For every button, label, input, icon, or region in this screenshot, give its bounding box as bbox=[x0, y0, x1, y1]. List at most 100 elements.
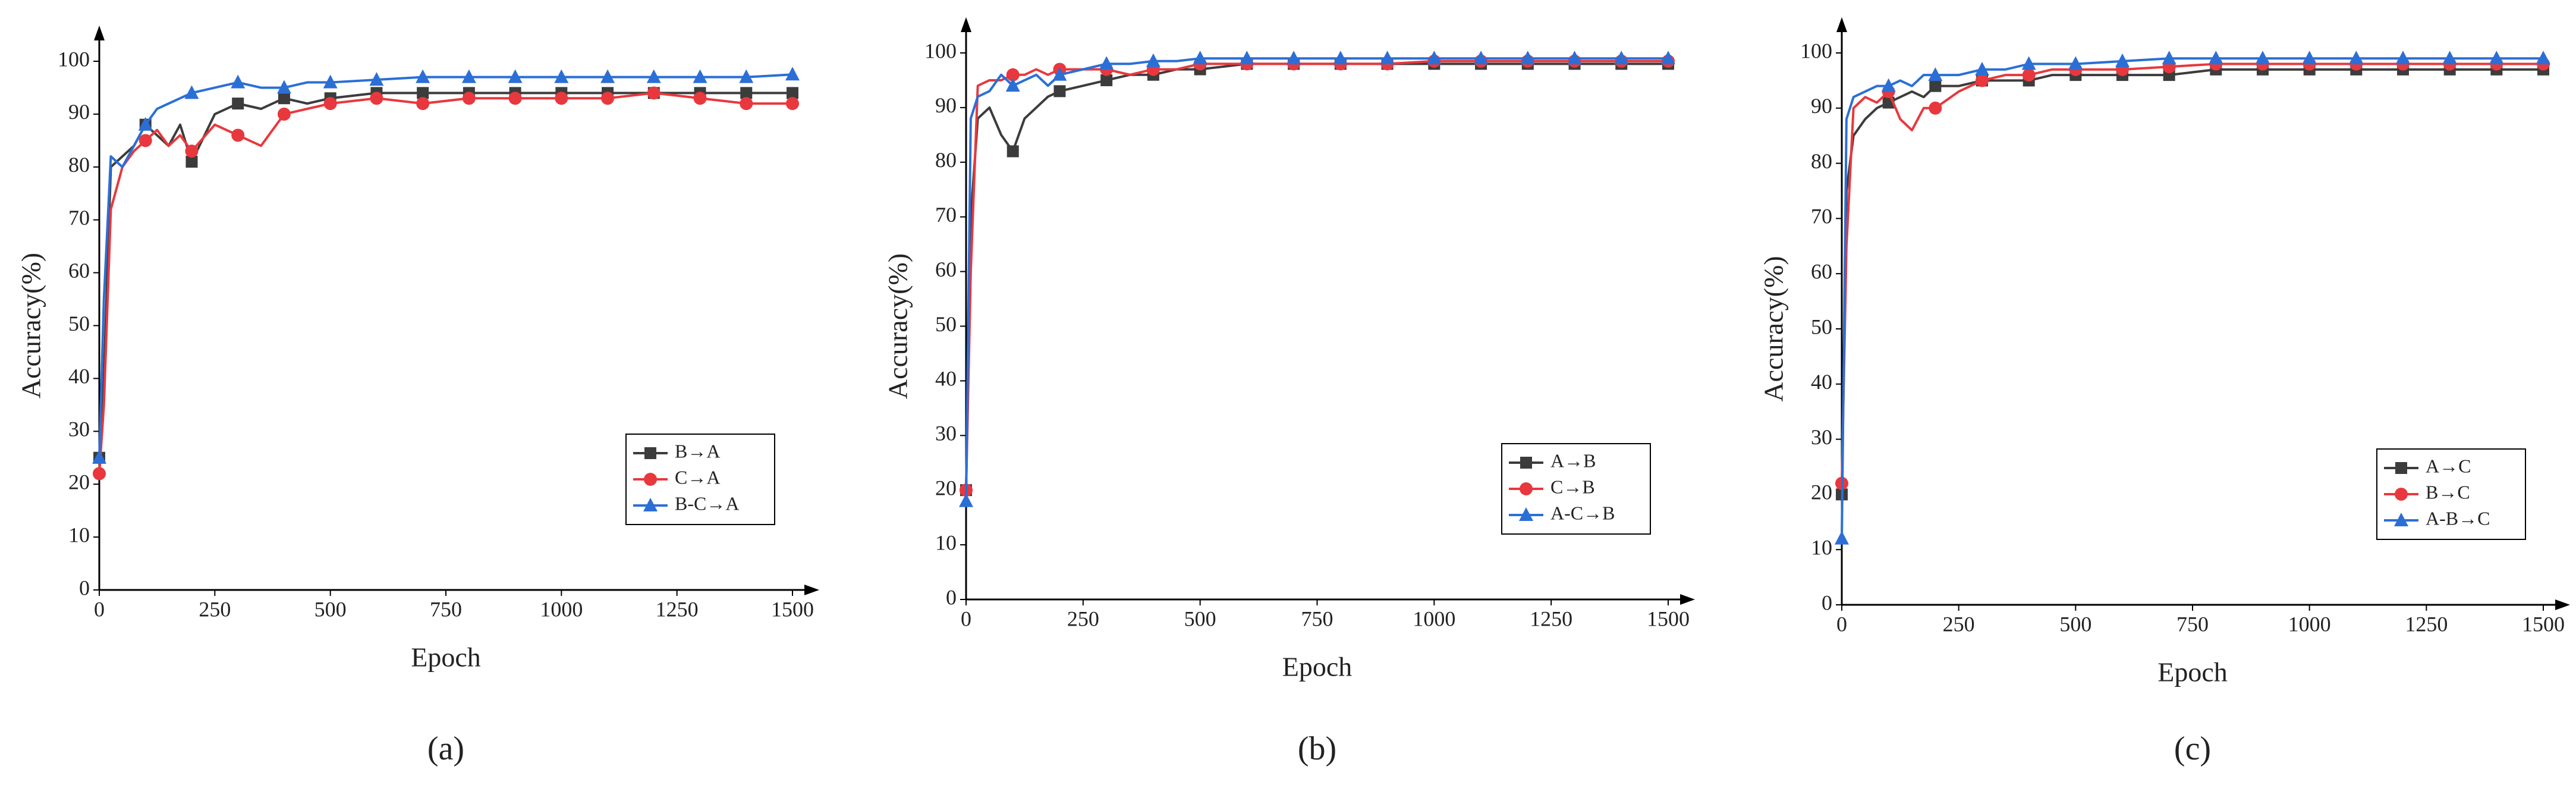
y-tick-label: 50 bbox=[1811, 315, 1832, 338]
y-tick-label: 100 bbox=[924, 39, 957, 62]
marker bbox=[93, 467, 106, 481]
x-axis-label: Epoch bbox=[1282, 652, 1353, 682]
legend-label: A→B bbox=[1550, 450, 1596, 471]
x-tick-label: 0 bbox=[1836, 612, 1847, 636]
marker bbox=[416, 69, 430, 83]
marker bbox=[1333, 51, 1348, 65]
y-tick-label: 0 bbox=[79, 576, 90, 599]
y-tick-label: 100 bbox=[1800, 39, 1832, 62]
y-tick-label: 90 bbox=[935, 93, 957, 117]
marker bbox=[1661, 51, 1675, 65]
x-tick-label: 1500 bbox=[2522, 612, 2565, 636]
x-axis-label: Epoch bbox=[2157, 657, 2228, 687]
marker bbox=[739, 69, 754, 83]
marker bbox=[417, 87, 429, 99]
legend-marker bbox=[1520, 482, 1533, 495]
x-tick-label: 1250 bbox=[1530, 607, 1572, 630]
legend-label: A-C→B bbox=[1550, 502, 1615, 523]
marker bbox=[1287, 51, 1301, 65]
legend-marker bbox=[644, 473, 657, 486]
y-axis-label: Accuracy(%) bbox=[883, 253, 913, 399]
marker bbox=[416, 97, 430, 111]
legend-marker bbox=[2395, 488, 2408, 501]
x-tick-label: 250 bbox=[1943, 612, 1975, 636]
marker bbox=[693, 92, 707, 105]
y-tick-label: 0 bbox=[946, 585, 957, 609]
marker bbox=[787, 87, 798, 99]
marker bbox=[2021, 56, 2036, 70]
marker bbox=[1052, 67, 1067, 81]
marker bbox=[2302, 51, 2317, 65]
y-axis-arrow bbox=[1836, 17, 1847, 32]
y-axis-label: Accuracy(%) bbox=[1759, 256, 1789, 401]
marker bbox=[370, 92, 383, 105]
y-tick-label: 20 bbox=[68, 470, 90, 494]
marker bbox=[184, 85, 199, 99]
marker bbox=[554, 69, 569, 83]
y-tick-label: 60 bbox=[935, 258, 957, 281]
y-tick-label: 0 bbox=[1822, 591, 1832, 614]
series-line bbox=[1841, 68, 2543, 495]
marker bbox=[1835, 530, 1849, 545]
marker bbox=[1380, 51, 1395, 65]
marker bbox=[462, 92, 476, 105]
y-tick-label: 70 bbox=[68, 206, 90, 230]
series-line bbox=[1841, 62, 2543, 483]
marker bbox=[1929, 101, 1942, 115]
marker bbox=[2209, 51, 2223, 65]
marker bbox=[2536, 51, 2550, 65]
legend-label: A→C bbox=[2426, 455, 2471, 476]
y-tick-label: 20 bbox=[1811, 481, 1832, 504]
y-tick-label: 70 bbox=[935, 203, 957, 227]
marker bbox=[1928, 67, 1943, 81]
marker bbox=[2349, 51, 2364, 65]
marker bbox=[139, 134, 152, 147]
marker bbox=[323, 97, 337, 111]
series-line bbox=[98, 92, 792, 458]
y-tick-label: 10 bbox=[1811, 535, 1832, 559]
marker bbox=[2162, 51, 2176, 65]
legend-marker bbox=[644, 447, 656, 459]
x-tick-label: 250 bbox=[1067, 607, 1099, 630]
y-tick-label: 50 bbox=[68, 312, 90, 335]
marker bbox=[1427, 51, 1442, 65]
marker bbox=[369, 72, 384, 86]
marker bbox=[92, 450, 106, 464]
y-tick-label: 30 bbox=[935, 422, 957, 445]
series-line bbox=[98, 73, 793, 458]
marker bbox=[2396, 51, 2410, 65]
legend-label: C→B bbox=[1550, 476, 1595, 497]
x-axis-arrow bbox=[804, 585, 819, 595]
y-tick-label: 10 bbox=[68, 523, 90, 547]
caption: (b) bbox=[1298, 730, 1336, 767]
x-tick-label: 1500 bbox=[1647, 607, 1690, 630]
x-tick-label: 1000 bbox=[1413, 607, 1455, 630]
series-line bbox=[98, 92, 792, 474]
marker bbox=[323, 74, 338, 89]
marker bbox=[1614, 51, 1629, 65]
series-line bbox=[965, 59, 1668, 491]
legend-label: B→A bbox=[675, 440, 720, 461]
marker bbox=[1100, 74, 1113, 86]
y-tick-label: 30 bbox=[68, 417, 90, 441]
legend-marker bbox=[2394, 513, 2408, 526]
marker bbox=[2115, 53, 2130, 67]
marker bbox=[1975, 61, 1989, 76]
x-tick-label: 1250 bbox=[2405, 612, 2448, 636]
marker bbox=[461, 69, 476, 83]
legend-label: A-B→C bbox=[2426, 507, 2490, 529]
marker bbox=[231, 74, 246, 89]
marker bbox=[1881, 78, 1896, 92]
marker bbox=[1007, 145, 1019, 158]
legend-label: B→C bbox=[2426, 481, 2470, 503]
y-tick-label: 50 bbox=[935, 312, 957, 336]
x-tick-label: 0 bbox=[961, 607, 971, 630]
series-line bbox=[1841, 57, 2543, 539]
x-tick-label: 750 bbox=[430, 597, 462, 621]
marker bbox=[600, 69, 615, 83]
marker bbox=[646, 69, 661, 83]
